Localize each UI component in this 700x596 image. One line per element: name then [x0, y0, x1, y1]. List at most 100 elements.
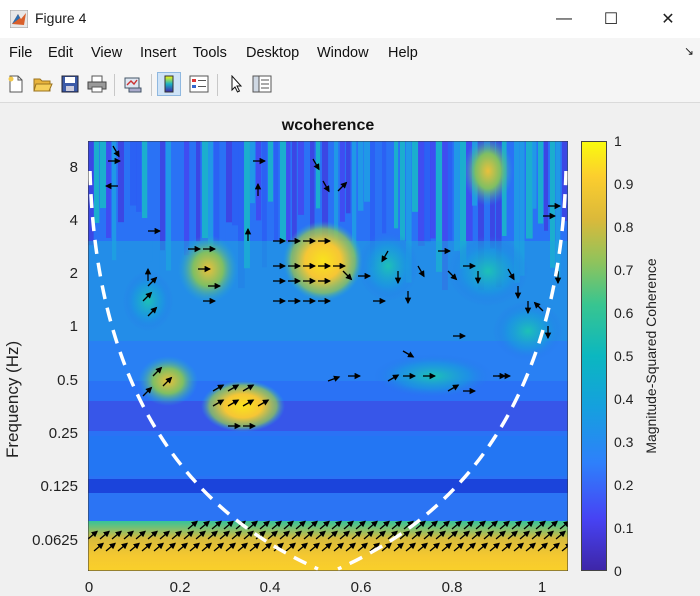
- phase-arrow: [533, 301, 544, 312]
- menu-file[interactable]: File: [9, 45, 33, 61]
- heatmap-stripe: [172, 141, 179, 209]
- phase-arrow: [309, 542, 321, 552]
- heatmap-stripe: [310, 141, 315, 276]
- phase-arrow: [399, 530, 411, 540]
- heatmap-stripe: [142, 141, 148, 219]
- menu-desktop[interactable]: Desktop: [246, 45, 300, 61]
- menu-edit[interactable]: Edit: [48, 45, 73, 61]
- figure-canvas: wcoherence: [0, 103, 700, 596]
- phase-arrow: [415, 520, 427, 530]
- phase-arrow: [171, 530, 183, 540]
- heatmap-stripe: [394, 141, 399, 229]
- heatmap-stripe: [190, 141, 195, 260]
- heatmap-stripe: [532, 141, 537, 209]
- phase-arrow: [417, 542, 429, 552]
- phase-arrow: [142, 386, 153, 397]
- heatmap-stripe: [100, 141, 107, 209]
- phase-arrow: [357, 542, 369, 552]
- phase-arrow: [363, 530, 375, 540]
- phase-arrow: [511, 520, 523, 530]
- menu-help[interactable]: Help: [388, 45, 418, 61]
- phase-arrow: [135, 530, 147, 540]
- phase-arrow: [387, 374, 400, 382]
- heatmap-stripe: [358, 141, 364, 211]
- heatmap-stripe: [268, 141, 274, 202]
- dock-arrow-icon[interactable]: ↘: [683, 44, 694, 58]
- phase-arrow: [447, 270, 458, 281]
- phase-arrow: [142, 291, 153, 302]
- legend-icon[interactable]: [187, 72, 211, 96]
- phase-arrow: [535, 520, 547, 530]
- heatmap-stripe: [316, 141, 321, 209]
- heatmap-stripe: [520, 141, 525, 276]
- phase-arrow: [549, 542, 561, 552]
- colorbar-tick-label: 0.6: [614, 305, 634, 321]
- pointer-icon[interactable]: [224, 72, 248, 96]
- phase-arrow: [93, 542, 105, 552]
- property-inspector-icon[interactable]: [250, 72, 274, 96]
- maximize-button[interactable]: ☐: [603, 11, 619, 28]
- phase-arrow: [147, 276, 158, 287]
- coherence-blob: [283, 221, 363, 301]
- heatmap-stripe: [124, 141, 130, 252]
- phase-arrow: [513, 542, 525, 552]
- mid-band-2: [88, 436, 568, 476]
- colorbar-icon[interactable]: [157, 72, 181, 96]
- x-tick-label: 0.8: [441, 579, 463, 596]
- heatmap-stripe: [376, 141, 382, 266]
- heatmap-stripe: [202, 141, 209, 239]
- phase-arrow: [471, 530, 483, 540]
- menu-window[interactable]: Window: [317, 45, 369, 61]
- toolbar-separator: [114, 74, 115, 96]
- print-icon[interactable]: [85, 72, 109, 96]
- mid-band-3: [88, 493, 568, 523]
- minimize-button[interactable]: —: [556, 10, 572, 27]
- phase-arrow: [129, 542, 141, 552]
- link-plot-icon[interactable]: [121, 72, 145, 96]
- heatmap-stripe: [340, 141, 345, 222]
- phase-arrow: [487, 520, 499, 530]
- menu-insert[interactable]: Insert: [140, 45, 177, 61]
- phase-arrow: [333, 542, 345, 552]
- phase-arrow: [249, 542, 261, 552]
- heatmap-stripe: [280, 141, 287, 243]
- heatmap-stripe: [262, 141, 267, 268]
- phase-arrow: [459, 530, 471, 540]
- phase-arrow: [453, 542, 465, 552]
- menu-tools[interactable]: Tools: [193, 45, 227, 61]
- heatmap-stripe: [424, 141, 431, 243]
- phase-arrow: [219, 530, 231, 540]
- phase-arrow: [227, 384, 240, 392]
- heatmap-stripe: [88, 141, 94, 246]
- phase-arrow: [243, 530, 255, 540]
- phase-arrow: [435, 530, 447, 540]
- heatmap-stripe: [298, 141, 305, 215]
- phase-arrow: [123, 530, 135, 540]
- heatmap-stripe: [292, 141, 297, 282]
- new-figure-icon[interactable]: [4, 72, 28, 96]
- x-tick-label: 1: [537, 579, 547, 596]
- menu-view[interactable]: View: [91, 45, 123, 61]
- close-button[interactable]: ✕: [661, 11, 675, 28]
- colorbar[interactable]: [581, 141, 607, 571]
- phase-arrow: [342, 270, 353, 281]
- heatmap-stripe: [232, 141, 239, 226]
- heatmap-stripe: [118, 141, 125, 223]
- phase-arrow: [147, 306, 158, 317]
- phase-arrow: [379, 520, 391, 530]
- open-file-icon[interactable]: [31, 72, 55, 96]
- y-tick-label: 1: [69, 318, 78, 335]
- heatmap-stripe: [154, 141, 160, 290]
- phase-arrow: [259, 520, 271, 530]
- phase-arrow: [337, 181, 348, 192]
- save-icon[interactable]: [58, 72, 82, 96]
- phase-arrow: [501, 542, 513, 552]
- phase-arrow: [402, 350, 415, 358]
- heatmap-stripe: [304, 141, 311, 261]
- heatmap-stripe: [382, 141, 387, 234]
- wcoherence-heatmap[interactable]: [88, 141, 568, 571]
- colorbar-tick-label: 0.9: [614, 176, 634, 192]
- phase-arrow: [381, 542, 393, 552]
- colorbar-tick-label: 0.4: [614, 391, 634, 407]
- phase-arrow: [307, 520, 319, 530]
